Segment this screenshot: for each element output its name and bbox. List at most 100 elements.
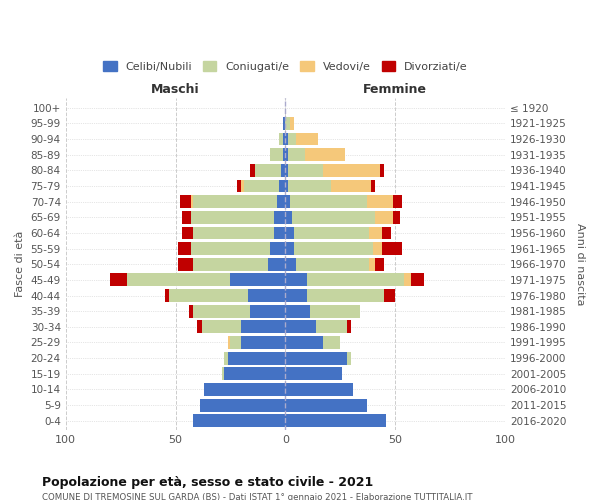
Text: Popolazione per età, sesso e stato civile - 2021: Popolazione per età, sesso e stato civil… — [42, 476, 373, 489]
Text: COMUNE DI TREMOSINE SUL GARDA (BS) - Dati ISTAT 1° gennaio 2021 - Elaborazione T: COMUNE DI TREMOSINE SUL GARDA (BS) - Dat… — [42, 494, 473, 500]
Bar — [188, 305, 193, 318]
Bar — [310, 305, 360, 318]
Bar — [371, 180, 376, 192]
Bar — [286, 274, 307, 286]
Text: Femmine: Femmine — [363, 83, 427, 96]
Bar — [373, 242, 382, 255]
Bar — [286, 352, 347, 364]
Bar — [287, 180, 331, 192]
Bar — [191, 211, 274, 224]
Bar — [376, 258, 384, 270]
Bar — [296, 132, 319, 145]
Bar — [376, 211, 393, 224]
Bar — [268, 258, 286, 270]
Y-axis label: Anni di nascita: Anni di nascita — [575, 223, 585, 306]
Bar — [178, 258, 193, 270]
Bar — [221, 368, 224, 380]
Bar — [283, 148, 286, 161]
Bar — [283, 132, 286, 145]
Bar — [270, 242, 286, 255]
Bar — [286, 383, 353, 396]
Bar — [286, 305, 310, 318]
Bar — [286, 226, 294, 239]
Bar — [382, 242, 402, 255]
Bar — [286, 368, 343, 380]
Text: Maschi: Maschi — [151, 83, 200, 96]
Bar — [369, 258, 376, 270]
Bar — [286, 320, 316, 334]
Bar — [286, 258, 296, 270]
Bar — [384, 289, 395, 302]
Bar — [404, 274, 410, 286]
Bar — [369, 226, 382, 239]
Bar — [286, 414, 386, 427]
Bar — [290, 117, 294, 130]
Bar — [283, 117, 286, 130]
Bar — [202, 320, 241, 334]
Bar — [294, 242, 373, 255]
Bar — [274, 226, 286, 239]
Bar — [164, 289, 169, 302]
Bar — [237, 180, 241, 192]
Bar — [410, 274, 424, 286]
Bar — [193, 414, 286, 427]
Bar — [393, 195, 402, 208]
Bar — [380, 164, 384, 177]
Bar — [241, 336, 286, 349]
Bar — [393, 211, 400, 224]
Legend: Celibi/Nubili, Coniugati/e, Vedovi/e, Divorziati/e: Celibi/Nubili, Coniugati/e, Vedovi/e, Di… — [100, 58, 471, 75]
Bar — [191, 195, 193, 208]
Bar — [241, 320, 286, 334]
Bar — [286, 180, 287, 192]
Bar — [180, 195, 191, 208]
Bar — [182, 211, 191, 224]
Bar — [286, 164, 287, 177]
Bar — [250, 164, 254, 177]
Bar — [224, 368, 286, 380]
Bar — [294, 226, 369, 239]
Bar — [250, 305, 286, 318]
Bar — [292, 211, 376, 224]
Bar — [248, 289, 286, 302]
Bar — [277, 195, 286, 208]
Y-axis label: Fasce di età: Fasce di età — [15, 231, 25, 298]
Bar — [287, 132, 296, 145]
Bar — [347, 320, 351, 334]
Bar — [254, 164, 281, 177]
Bar — [230, 336, 241, 349]
Bar — [323, 336, 340, 349]
Bar — [279, 132, 283, 145]
Bar — [204, 383, 286, 396]
Bar — [305, 148, 344, 161]
Bar — [193, 195, 277, 208]
Bar — [286, 148, 287, 161]
Bar — [228, 352, 286, 364]
Bar — [281, 164, 286, 177]
Bar — [286, 289, 307, 302]
Bar — [191, 242, 270, 255]
Bar — [193, 226, 274, 239]
Bar — [230, 274, 286, 286]
Bar — [270, 148, 283, 161]
Bar — [323, 164, 380, 177]
Bar — [287, 164, 323, 177]
Bar — [287, 148, 305, 161]
Bar — [286, 211, 292, 224]
Bar — [244, 180, 279, 192]
Bar — [290, 195, 367, 208]
Bar — [286, 336, 323, 349]
Bar — [178, 242, 191, 255]
Bar — [286, 132, 287, 145]
Bar — [193, 258, 268, 270]
Bar — [279, 180, 286, 192]
Bar — [347, 352, 351, 364]
Bar — [296, 258, 369, 270]
Bar — [241, 180, 244, 192]
Bar — [193, 305, 250, 318]
Bar — [316, 320, 347, 334]
Bar — [307, 289, 384, 302]
Bar — [110, 274, 127, 286]
Bar — [286, 242, 294, 255]
Bar — [200, 398, 286, 411]
Bar — [367, 195, 393, 208]
